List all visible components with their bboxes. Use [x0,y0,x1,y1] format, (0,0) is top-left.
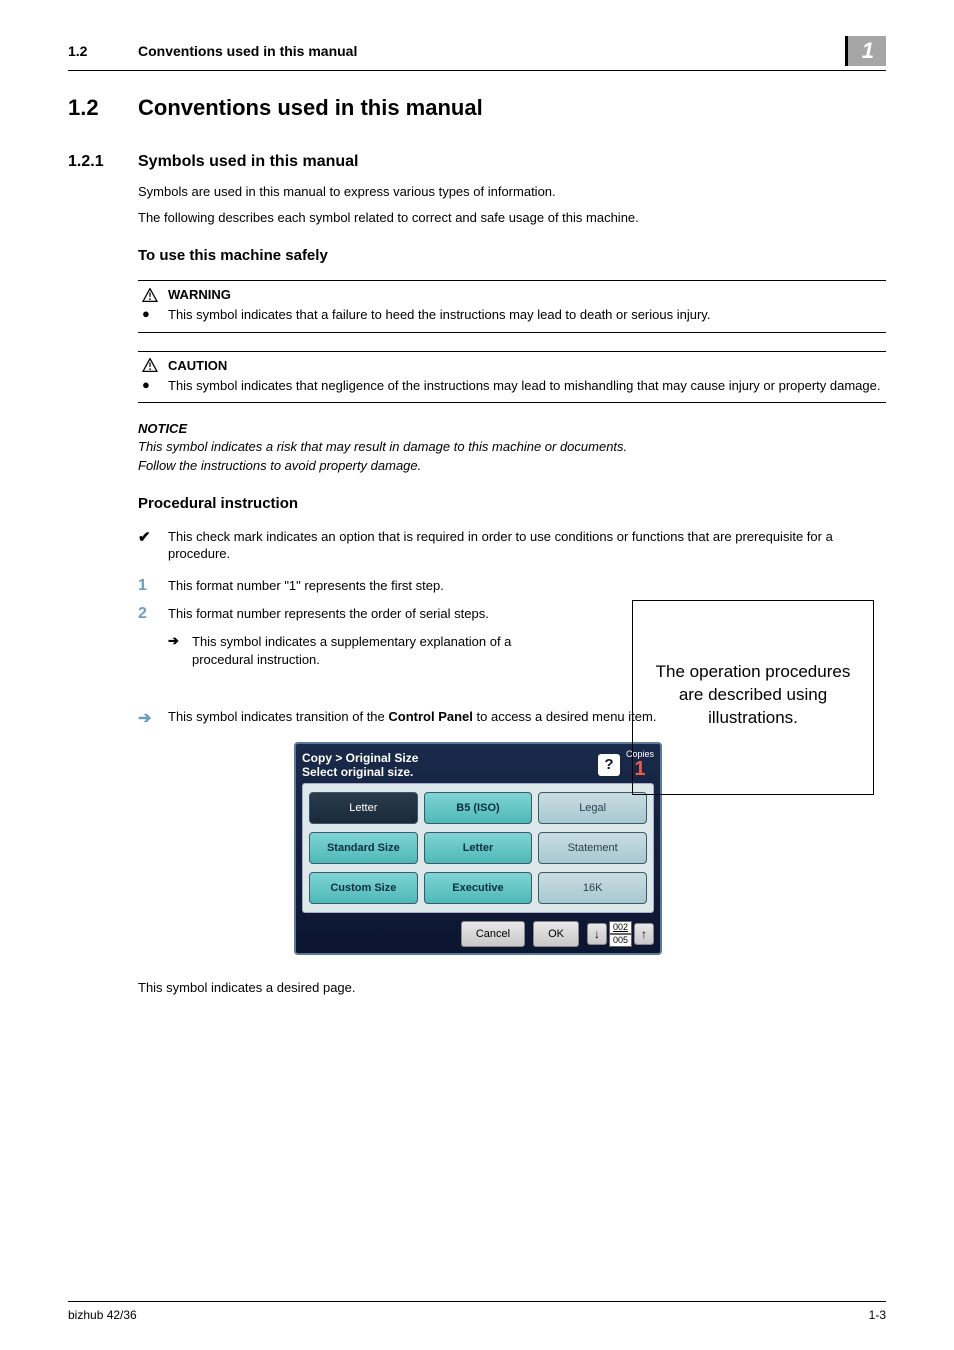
panel-size-button[interactable]: Letter [424,832,533,864]
heading-2: 1.2.1 Symbols used in this manual [68,153,886,171]
caution-box: CAUTION ● This symbol indicates that neg… [138,351,886,404]
illustration-placeholder-box: The operation procedures are described u… [632,600,874,795]
step-1-text: This format number "1" represents the fi… [168,577,886,595]
page-footer: bizhub 42/36 1-3 [68,1301,886,1322]
check-line: ✔ This check mark indicates an option th… [138,528,886,563]
panel-size-button[interactable]: 16K [538,872,647,904]
panel-size-button[interactable]: Letter [309,792,418,824]
warning-text: This symbol indicates that a failure to … [168,306,886,324]
intro-p1: Symbols are used in this manual to expre… [138,183,886,201]
transition-pre: This symbol indicates transition of the [168,709,388,724]
panel-breadcrumb: Copy > Original Size Select original siz… [302,751,598,780]
footer-model: bizhub 42/36 [68,1308,137,1322]
heading-1: 1.2 Conventions used in this manual [68,95,886,121]
page-current: 002 [609,921,632,934]
panel-size-button[interactable]: Executive [424,872,533,904]
panel-size-button[interactable]: Custom Size [309,872,418,904]
notice-block: NOTICE This symbol indicates a risk that… [138,421,886,474]
h1-title: Conventions used in this manual [138,95,483,121]
arrow-down-icon[interactable]: ↓ [587,923,607,945]
warning-triangle-icon [142,288,158,302]
panel-size-button[interactable]: Standard Size [309,832,418,864]
h2-num: 1.2.1 [68,153,138,171]
panel-breadcrumb-l2: Select original size. [302,765,598,779]
panel-size-button[interactable]: Statement [538,832,647,864]
arrow-up-icon[interactable]: ↑ [634,923,654,945]
arrow-right-icon: ➔ [138,708,168,728]
panel-size-button[interactable]: Legal [538,792,647,824]
h2-title: Symbols used in this manual [138,153,359,171]
notice-line2: Follow the instructions to avoid propert… [138,457,886,475]
checkmark-icon: ✔ [138,528,168,563]
chapter-tab: 1 [845,36,886,66]
desired-page-text: This symbol indicates a desired page. [138,979,886,997]
step-2-sub-text: This symbol indicates a supplementary ex… [192,633,572,668]
h3-procedural: Procedural instruction [138,495,886,512]
intro-p2: The following describes each symbol rela… [138,209,886,227]
caution-triangle-icon [142,358,158,372]
panel-size-button[interactable]: B5 (ISO) [424,792,533,824]
header-section-title: Conventions used in this manual [138,43,845,59]
page-header: 1.2 Conventions used in this manual 1 [68,36,886,71]
panel-button-grid: LetterB5 (ISO)LegalStandard SizeLetterSt… [302,783,654,913]
h1-num: 1.2 [68,95,138,121]
step-number: 2 [138,605,168,623]
caution-label: CAUTION [168,358,227,373]
cancel-button[interactable]: Cancel [461,921,525,947]
footer-page-num: 1-3 [869,1308,886,1322]
warning-box: WARNING ● This symbol indicates that a f… [138,280,886,333]
check-text: This check mark indicates an option that… [168,528,886,563]
ok-button[interactable]: OK [533,921,579,947]
bullet-icon: ● [142,377,168,395]
header-section-num: 1.2 [68,43,138,59]
warning-label: WARNING [168,287,231,302]
page-indicator: ↓ 002 005 ↑ [587,921,654,947]
notice-label: NOTICE [138,421,886,436]
step-1: 1 This format number "1" represents the … [138,577,886,595]
panel-breadcrumb-l1: Copy > Original Size [302,751,598,765]
page-total: 005 [609,934,632,947]
arrow-right-icon: ➔ [168,633,192,668]
transition-bold: Control Panel [388,709,473,724]
caution-text: This symbol indicates that negligence of… [168,377,886,395]
h3-safely: To use this machine safely [138,247,886,264]
bullet-icon: ● [142,306,168,324]
help-icon[interactable]: ? [598,754,620,776]
transition-post: to access a desired menu item. [473,709,657,724]
notice-line1: This symbol indicates a risk that may re… [138,438,886,456]
step-number: 1 [138,577,168,595]
